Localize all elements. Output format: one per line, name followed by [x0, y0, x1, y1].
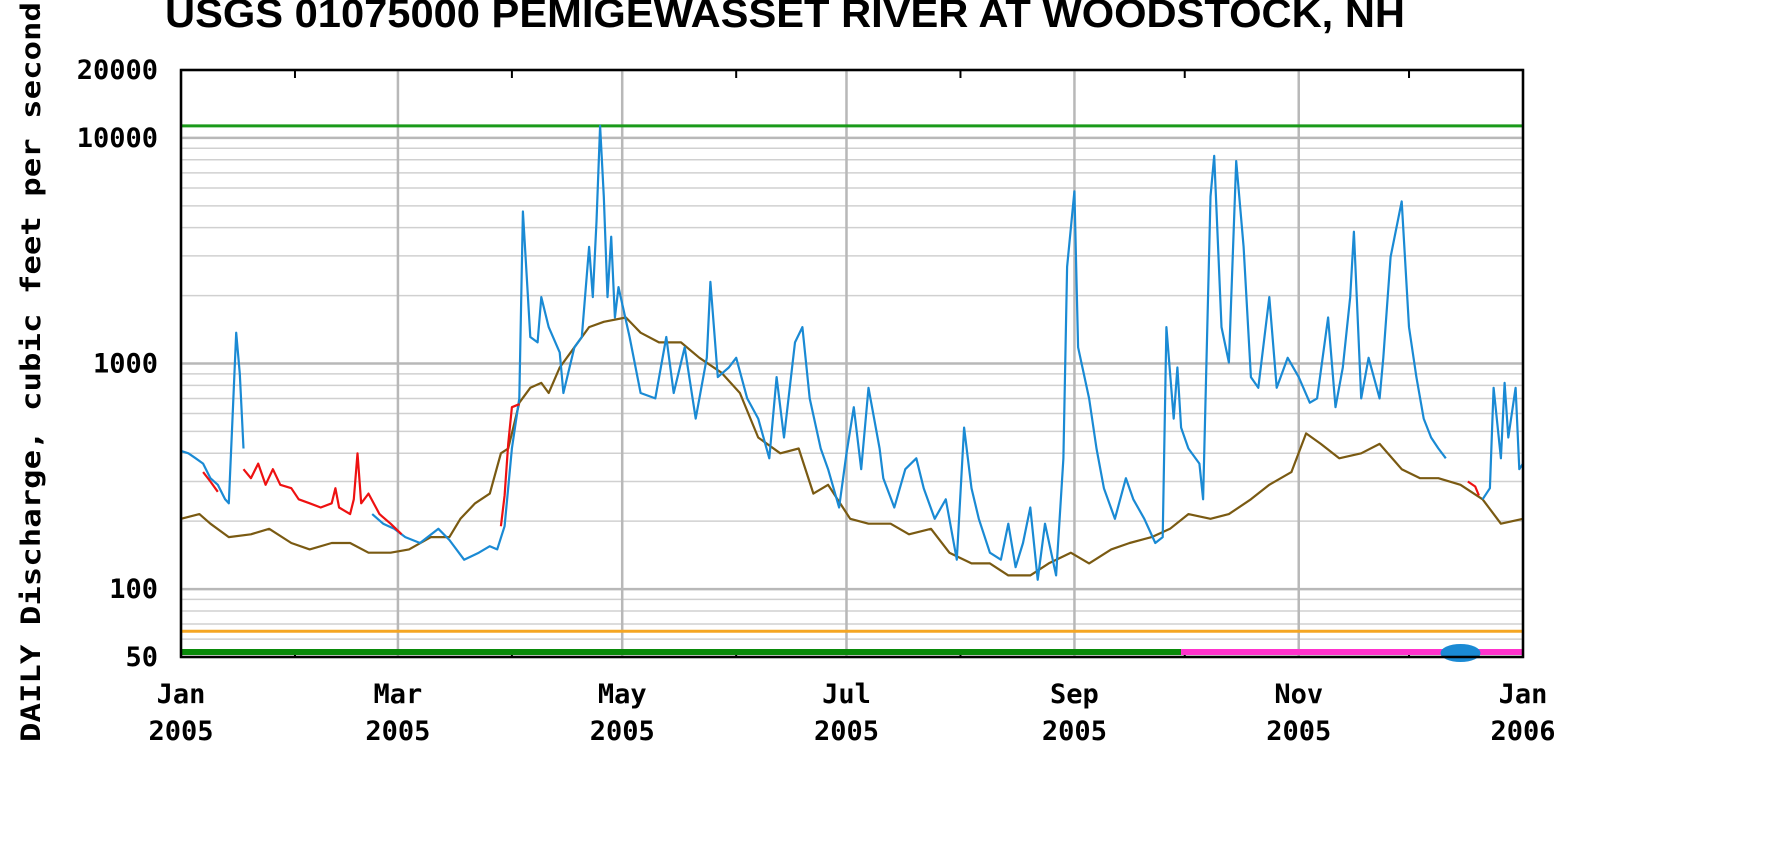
plot-frame	[179, 68, 1525, 659]
status-bar	[1181, 649, 1523, 655]
x-tick-label: Mar 2005	[365, 679, 431, 747]
y-tick-label: 20000	[77, 55, 158, 86]
y-tick-label: 100	[109, 574, 158, 605]
data-line	[180, 124, 1524, 581]
data-line	[180, 316, 1524, 577]
x-tick-label: Jan 2006	[1490, 679, 1556, 747]
x-tick-label: Jan 2005	[148, 679, 214, 747]
chart-title: USGS 01075000 PEMIGEWASSET RIVER AT WOOD…	[165, 0, 1405, 36]
y-tick-label: 10000	[77, 123, 158, 154]
x-tick-label: Jul 2005	[813, 679, 879, 747]
ice-marker	[1440, 644, 1481, 662]
x-tick-label: Sep 2005	[1041, 679, 1107, 747]
x-tick-label: Nov 2005	[1266, 679, 1332, 747]
status-bar	[181, 649, 1182, 655]
y-axis-label: DAILY Discharge, cubic feet per second	[16, 2, 47, 742]
y-tick-label: 50	[125, 642, 158, 673]
data-line	[202, 403, 1480, 536]
x-tick-label: May 2005	[589, 679, 655, 747]
y-tick-label: 1000	[93, 349, 158, 380]
